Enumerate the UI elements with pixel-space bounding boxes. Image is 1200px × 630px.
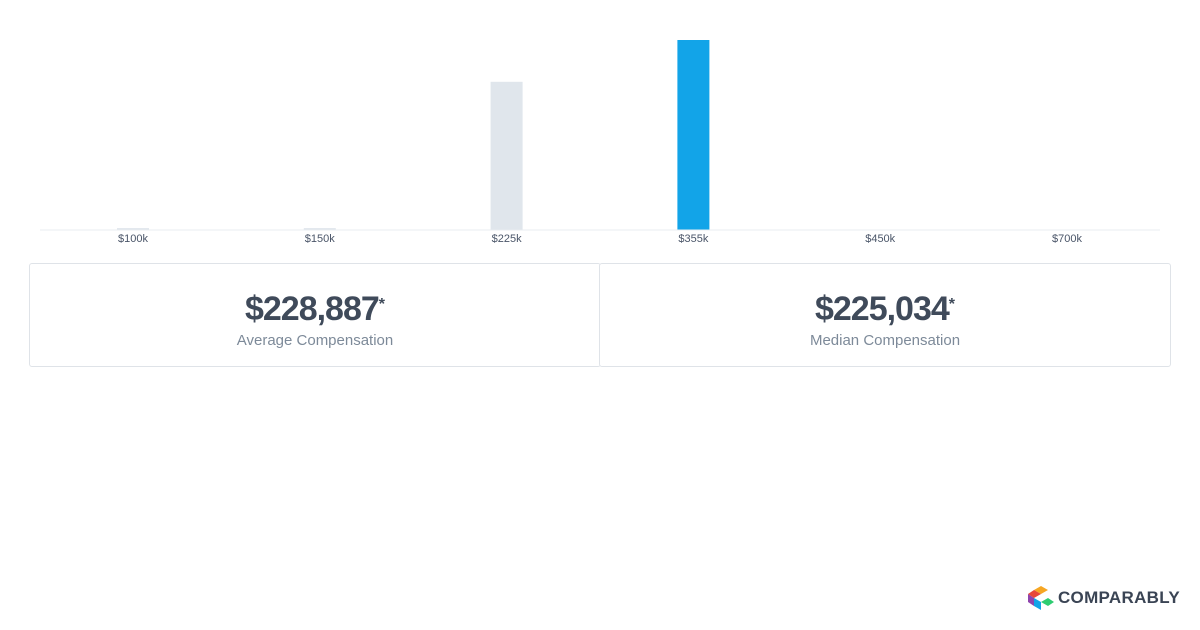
median-compensation-card: $225,034* Median Compensation (599, 263, 1171, 367)
median-value-text: $225,034 (814, 290, 950, 328)
average-value-text: $228,887 (244, 290, 380, 328)
bar-100k (117, 228, 149, 230)
tick-label-100k: $100k (118, 233, 148, 245)
bar-355k (677, 40, 710, 230)
average-compensation-label: Average Compensation (236, 332, 394, 349)
median-compensation-label: Median Compensation (809, 332, 961, 349)
average-compensation-card: $228,887* Average Compensation (29, 263, 601, 367)
tick-label-450k: $450k (865, 233, 895, 245)
median-asterisk: * (948, 296, 956, 313)
tick-label-355k: $355k (678, 233, 708, 245)
brand-name: COMPARABLY (1057, 588, 1180, 607)
comparably-logo-icon (1027, 586, 1054, 610)
bar-150k (303, 228, 336, 230)
bars-group (117, 40, 710, 230)
tick-label-150k: $150k (305, 233, 335, 245)
median-compensation-value: $225,034* (600, 288, 1170, 330)
tick-label-700k: $700k (1052, 233, 1082, 245)
brand[interactable]: COMPARABLY (1027, 586, 1180, 610)
average-asterisk: * (378, 296, 386, 313)
compensation-histogram: $100k $150k $225k $355k $450k $700k (40, 40, 1160, 245)
tick-label-225k: $225k (492, 233, 522, 245)
average-compensation-value: $228,887* (30, 288, 600, 330)
tick-labels-group: $100k $150k $225k $355k $450k $700k (118, 233, 1082, 245)
bar-225k (490, 81, 523, 230)
